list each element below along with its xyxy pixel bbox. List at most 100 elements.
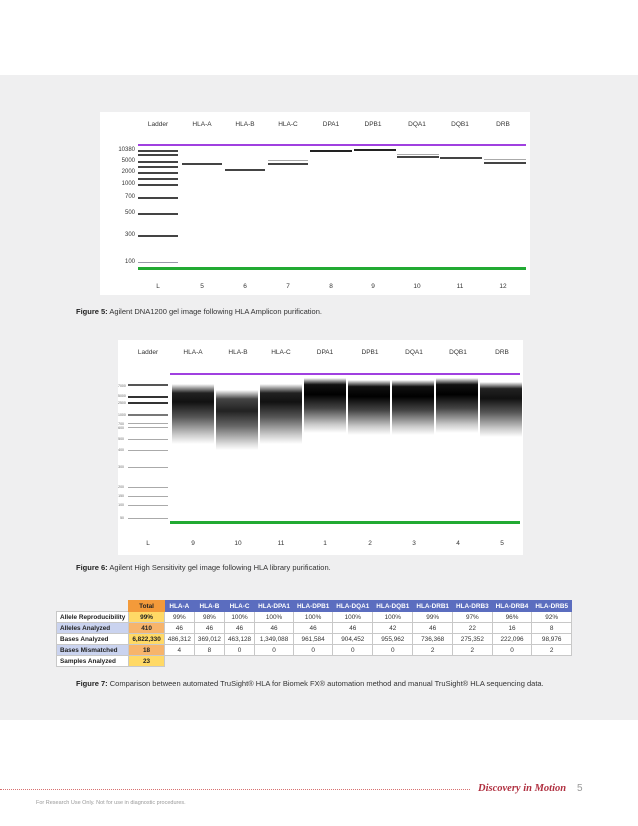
lane-header: DPB1	[361, 349, 379, 356]
table-header-row: Total HLA-A HLA-B HLA-C HLA-DPA1 HLA-DPB…	[57, 600, 573, 612]
lane-number: 3	[412, 540, 416, 547]
caption-text: Agilent DNA1200 gel image following HLA …	[107, 307, 322, 316]
upper-marker-band	[138, 144, 526, 146]
ladder-band	[128, 518, 168, 519]
table-corner	[57, 601, 129, 612]
table-cell: 100%	[332, 611, 374, 623]
sample-band	[268, 163, 308, 165]
sample-band	[484, 162, 526, 164]
sample-smear	[216, 390, 258, 450]
table-row: Bases Analyzed 6,822,330 486,312 369,012…	[55, 633, 573, 645]
table-header-cell: Total	[128, 600, 165, 612]
table-cell: 4	[163, 644, 195, 656]
lane-number: 10	[413, 283, 421, 290]
size-label: 400	[118, 448, 124, 452]
ladder-band	[128, 423, 168, 424]
figure5-gel-image: Ladder HLA-A HLA-B HLA-C DPA1 DPB1 DQA1 …	[100, 112, 530, 295]
size-label: 700	[124, 194, 135, 200]
table-cell: 98,976	[531, 633, 573, 645]
sample-smear	[436, 378, 478, 433]
lane-number: 2	[368, 540, 372, 547]
table-cell: 955,962	[372, 633, 414, 645]
table-header-cell: HLA-DQA1	[332, 600, 374, 612]
lane-header: DRB	[495, 349, 509, 356]
total-cell: 99%	[128, 611, 165, 623]
table-row: Bases Mismatched 18 4 8 0 0 0 0 0 2 2 0 …	[55, 644, 573, 656]
lane-number: 6	[243, 283, 247, 290]
ladder-band	[128, 384, 168, 386]
table-cell: 100%	[223, 611, 256, 623]
lane-header: Ladder	[137, 349, 159, 356]
ladder-band	[138, 184, 178, 186]
table-cell: 99%	[163, 611, 195, 623]
lane-number: 5	[200, 283, 204, 290]
lane-header: DQB1	[449, 349, 467, 356]
lane-number: L	[146, 540, 150, 547]
table-cell: 46	[254, 622, 294, 634]
sample-band	[397, 154, 439, 155]
lane-header: DQA1	[408, 121, 426, 128]
lane-header: HLA-B	[228, 349, 248, 356]
ladder-band	[138, 178, 178, 180]
figure7-caption: Figure 7: Comparison between automated T…	[76, 679, 544, 688]
lane-header: DPB1	[364, 121, 382, 128]
caption-label: Figure 7:	[76, 679, 108, 688]
caption-label: Figure 6:	[76, 563, 108, 572]
total-cell: 6,822,330	[128, 633, 165, 645]
ladder-band	[138, 213, 178, 215]
sample-smear	[172, 384, 214, 444]
lane-number: 11	[277, 540, 285, 547]
size-label: 2000	[121, 169, 135, 175]
sample-band	[225, 169, 265, 171]
table-cell: 2	[452, 644, 493, 656]
lane-number: 11	[456, 283, 464, 290]
table-cell: 22	[452, 622, 493, 634]
row-label: Bases Analyzed	[55, 633, 130, 645]
lane-number: 12	[499, 283, 507, 290]
caption-text: Comparison between automated TruSight® H…	[107, 679, 544, 688]
size-label: 100	[124, 259, 135, 265]
table-cell: 96%	[491, 611, 533, 623]
table-cell: 46	[412, 622, 453, 634]
lane-header: HLA-C	[271, 349, 291, 356]
table-cell: 0	[223, 644, 256, 656]
lane-header: Ladder	[147, 121, 169, 128]
lower-marker-band	[170, 521, 520, 524]
table-cell: 92%	[531, 611, 573, 623]
size-label: 50	[120, 516, 124, 520]
table-cell: 2	[412, 644, 453, 656]
row-label: Bases Mismatched	[55, 644, 130, 656]
sample-band	[182, 163, 222, 165]
lane-header: DQB1	[451, 121, 469, 128]
lane-number: 8	[329, 283, 333, 290]
ladder-band	[138, 262, 178, 263]
size-label: 600	[118, 426, 124, 430]
caption-label: Figure 5:	[76, 307, 108, 316]
ladder-band	[128, 487, 168, 488]
lane-header: HLA-C	[278, 121, 298, 128]
table-cell: 0	[491, 644, 533, 656]
table-cell: 46	[292, 622, 334, 634]
sample-band	[440, 157, 482, 159]
ladder-band	[138, 161, 178, 163]
table-cell: 904,452	[332, 633, 374, 645]
row-label: Alleles Analyzed	[55, 622, 130, 634]
disclaimer: For Research Use Only. Not for use in di…	[36, 800, 186, 806]
table-header-cell: HLA-DRB5	[531, 600, 573, 612]
footer-divider	[0, 789, 470, 790]
sample-band	[484, 159, 526, 160]
table-header-cell: HLA-DRB4	[491, 600, 533, 612]
figure6-caption: Figure 6: Agilent High Sensitivity gel i…	[76, 563, 331, 572]
table-cell: 16	[491, 622, 533, 634]
total-cell: 18	[128, 644, 165, 656]
size-label: 500	[124, 210, 135, 216]
lane-number: 5	[500, 540, 504, 547]
table-cell: 99%	[412, 611, 453, 623]
size-label: 1000	[118, 413, 126, 417]
lower-marker-band	[138, 267, 526, 270]
table-header-cell: HLA-B	[193, 600, 226, 612]
ladder-band	[128, 505, 168, 506]
lane-number: 9	[371, 283, 375, 290]
ladder-band	[138, 172, 178, 174]
ladder-band	[128, 414, 168, 416]
